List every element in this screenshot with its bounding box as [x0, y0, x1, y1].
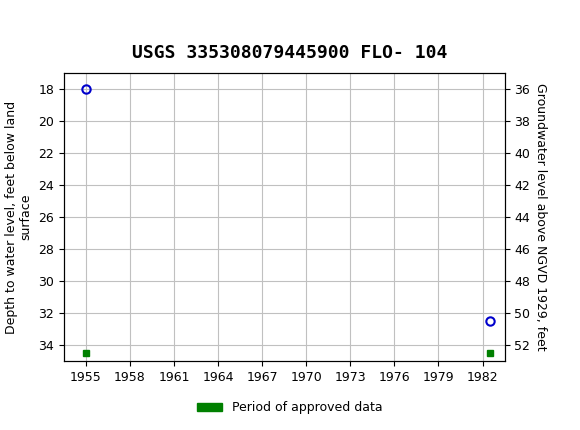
Y-axis label: Depth to water level, feet below land
surface: Depth to water level, feet below land su… [5, 101, 32, 334]
Text: █ USGS: █ USGS [9, 15, 74, 37]
Text: USGS 335308079445900 FLO- 104: USGS 335308079445900 FLO- 104 [132, 44, 448, 62]
Legend: Period of approved data: Period of approved data [192, 396, 388, 419]
Y-axis label: Groundwater level above NGVD 1929, feet: Groundwater level above NGVD 1929, feet [534, 83, 547, 351]
